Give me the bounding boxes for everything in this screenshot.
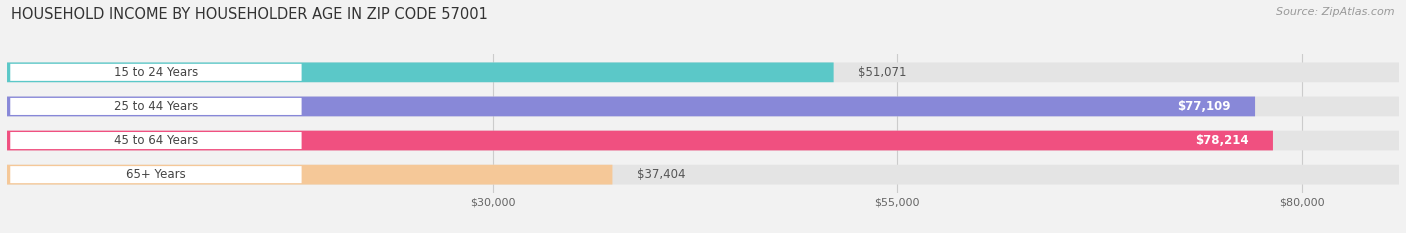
Text: 25 to 44 Years: 25 to 44 Years [114, 100, 198, 113]
FancyBboxPatch shape [7, 165, 613, 185]
FancyBboxPatch shape [7, 96, 1399, 116]
Text: 45 to 64 Years: 45 to 64 Years [114, 134, 198, 147]
Text: $78,214: $78,214 [1195, 134, 1249, 147]
FancyBboxPatch shape [10, 98, 302, 115]
Text: 65+ Years: 65+ Years [127, 168, 186, 181]
FancyBboxPatch shape [7, 62, 834, 82]
FancyBboxPatch shape [10, 166, 302, 183]
Text: $51,071: $51,071 [858, 66, 907, 79]
Text: $77,109: $77,109 [1177, 100, 1230, 113]
FancyBboxPatch shape [10, 132, 302, 149]
FancyBboxPatch shape [7, 96, 1256, 116]
FancyBboxPatch shape [7, 131, 1399, 151]
FancyBboxPatch shape [7, 131, 1272, 151]
FancyBboxPatch shape [7, 165, 1399, 185]
Text: HOUSEHOLD INCOME BY HOUSEHOLDER AGE IN ZIP CODE 57001: HOUSEHOLD INCOME BY HOUSEHOLDER AGE IN Z… [11, 7, 488, 22]
FancyBboxPatch shape [10, 64, 302, 81]
Text: Source: ZipAtlas.com: Source: ZipAtlas.com [1277, 7, 1395, 17]
FancyBboxPatch shape [7, 62, 1399, 82]
Text: $37,404: $37,404 [637, 168, 685, 181]
Text: 15 to 24 Years: 15 to 24 Years [114, 66, 198, 79]
